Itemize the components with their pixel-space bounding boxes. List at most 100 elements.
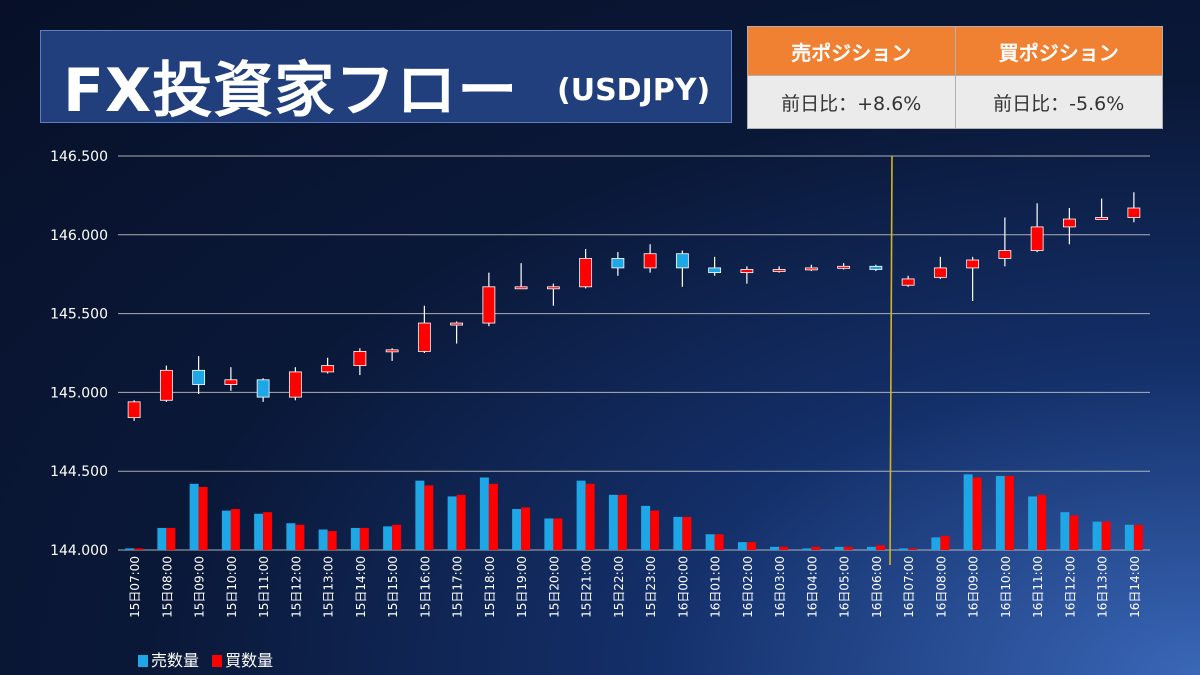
sell-volume-bar (737, 542, 747, 550)
candle-body (417, 322, 431, 352)
x-tick-label: 16日04:00 (805, 556, 819, 618)
buy-volume-bar (263, 512, 273, 550)
x-tick-label: 16日08:00 (934, 556, 948, 618)
sell-volume-bar (705, 534, 715, 550)
sell-volume-bar (189, 483, 199, 550)
sell-position-change: 前日比：+8.6% (747, 75, 956, 129)
sell-volume-bar (479, 477, 489, 550)
candle-body (998, 250, 1012, 259)
candle-body (579, 258, 593, 288)
buy-volume-bar (585, 483, 595, 550)
x-tick-label: 15日14:00 (354, 556, 368, 618)
buy-volume-bar (456, 494, 466, 550)
x-tick-label: 16日02:00 (741, 556, 755, 618)
x-tick-label: 16日05:00 (838, 556, 852, 618)
candle-body (740, 269, 754, 274)
legend-label-sell: 売数量 (151, 651, 200, 670)
legend-swatch-sell (138, 655, 148, 667)
sell-volume-bar (963, 474, 973, 550)
x-tick-label: 16日14:00 (1128, 556, 1142, 618)
candle-body (901, 278, 915, 286)
sell-volume-bar (1060, 512, 1070, 550)
sell-volume-bar (866, 546, 876, 550)
sell-volume-bar (254, 513, 264, 550)
chart-title: FX投資家フロー (63, 56, 519, 126)
x-tick-label: 15日20:00 (547, 556, 561, 618)
sell-volume-bar (899, 548, 909, 550)
sell-volume-bar (383, 526, 393, 550)
buy-volume-bar (521, 507, 531, 550)
x-tick-label: 16日13:00 (1096, 556, 1110, 618)
y-tick-label: 145.500 (50, 307, 108, 323)
sell-position-header: 売ポジション (747, 26, 956, 76)
buy-volume-bar (908, 548, 918, 550)
buy-volume-bar (230, 509, 240, 550)
buy-volume-bar (779, 546, 789, 550)
candle-body (321, 365, 335, 373)
sell-volume-bar (318, 529, 328, 550)
buy-volume-bar (1037, 494, 1047, 550)
x-tick-label: 15日17:00 (451, 556, 465, 618)
buy-volume-bar (972, 477, 982, 550)
buy-volume-bar (488, 483, 498, 550)
candle-body (804, 267, 818, 271)
buy-volume-bar (1004, 475, 1014, 550)
buy-volume-bar (424, 485, 434, 550)
candle-body (514, 286, 528, 290)
x-tick-label: 15日15:00 (386, 556, 400, 618)
candle-body (450, 322, 464, 326)
candle-body (869, 265, 883, 270)
position-change-table: 売ポジション 買ポジション 前日比：+8.6% 前日比：-5.6% (747, 26, 1163, 129)
candle-body (1062, 218, 1076, 228)
x-tick-label: 15日12:00 (289, 556, 303, 618)
candle-body (675, 253, 689, 269)
sell-volume-bar (673, 516, 683, 550)
candle-body (837, 265, 851, 269)
y-tick-label: 144.000 (50, 543, 108, 559)
x-tick-label: 15日07:00 (128, 556, 142, 618)
x-tick-label: 16日06:00 (870, 556, 884, 618)
sell-volume-bar (1124, 524, 1134, 550)
candle-body (288, 371, 302, 398)
buy-volume-bar (1101, 521, 1111, 550)
buy-volume-bar (166, 527, 176, 550)
buy-position-change: 前日比：-5.6% (954, 75, 1163, 129)
x-tick-label: 16日01:00 (709, 556, 723, 618)
x-tick-label: 16日12:00 (1063, 556, 1077, 618)
sell-volume-bar (221, 510, 231, 550)
x-tick-label: 16日00:00 (676, 556, 690, 618)
legend-item-sell: 売数量 (138, 647, 199, 671)
sell-volume-bar (512, 509, 522, 550)
candle-body (192, 369, 206, 385)
buy-volume-bar (811, 546, 821, 550)
buy-volume-bar (875, 545, 885, 550)
sell-volume-bar (544, 518, 554, 550)
x-tick-label: 15日09:00 (193, 556, 207, 618)
candle-body (482, 286, 496, 324)
sell-volume-bar (447, 496, 457, 550)
x-tick-label: 15日19:00 (515, 556, 529, 618)
candle-body (256, 379, 270, 398)
sell-volume-bar (931, 537, 941, 550)
candle-body (159, 369, 173, 401)
sell-volume-bar (641, 505, 651, 550)
y-tick-label: 146.500 (50, 149, 108, 165)
chart-legend: 売数量 買数量 (138, 647, 281, 671)
buy-volume-bar (940, 535, 950, 550)
x-tick-label: 15日23:00 (644, 556, 658, 618)
x-tick-label: 15日11:00 (257, 556, 271, 618)
legend-item-buy: 買数量 (212, 647, 273, 671)
buy-volume-bar (134, 548, 144, 550)
sell-volume-bar (1028, 496, 1038, 550)
sell-volume-bar (834, 546, 844, 550)
candle-body (611, 258, 625, 269)
x-tick-label: 15日18:00 (483, 556, 497, 618)
buy-volume-bar (843, 546, 853, 550)
sell-volume-bar (995, 475, 1005, 550)
buy-volume-bar (198, 486, 208, 550)
currency-pair-label: (USDJPY) (557, 73, 711, 108)
legend-swatch-buy (212, 655, 223, 667)
x-tick-label: 15日13:00 (322, 556, 336, 618)
x-tick-label: 16日10:00 (999, 556, 1013, 618)
